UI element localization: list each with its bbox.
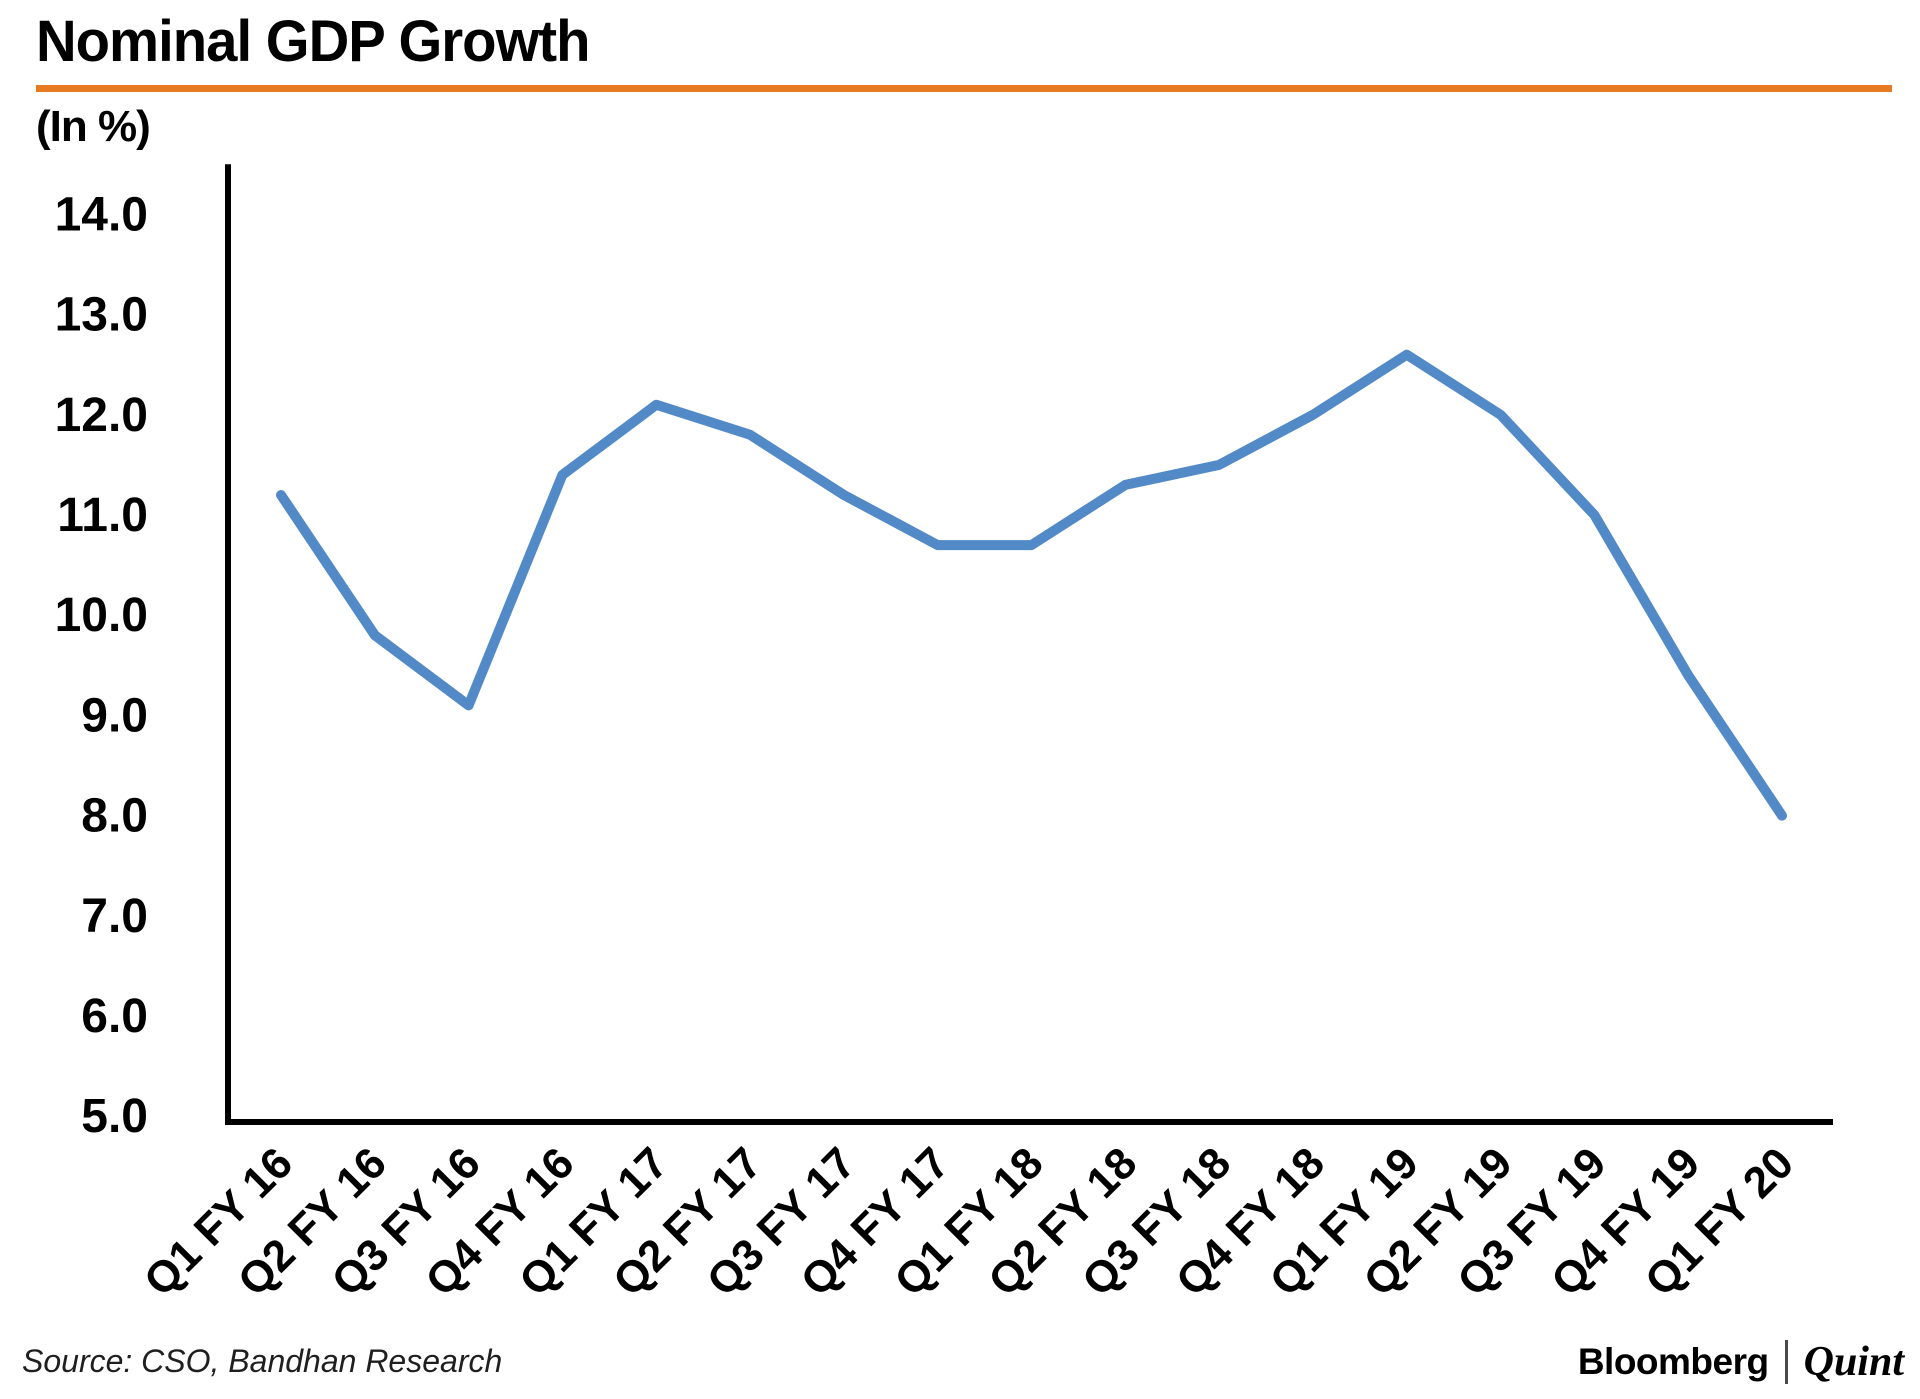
bloomberg-logo: Bloomberg xyxy=(1577,1341,1769,1382)
y-tick-label: 9.0 xyxy=(81,689,148,742)
y-tick-label: 13.0 xyxy=(55,289,148,342)
quint-logo: Quint xyxy=(1803,1339,1904,1385)
y-tick-label: 5.0 xyxy=(81,1090,148,1143)
axis-lines xyxy=(225,164,1833,1125)
footer: Source: CSO, Bandhan Research Bloomberg … xyxy=(0,1326,1920,1386)
source-note: Source: CSO, Bandhan Research xyxy=(22,1343,503,1379)
unit-label: (In %) xyxy=(36,102,151,151)
y-tick-label: 10.0 xyxy=(55,589,148,642)
y-tick-label: 7.0 xyxy=(81,890,148,943)
title-accent-rule xyxy=(36,85,1892,92)
y-tick-label: 8.0 xyxy=(81,790,148,843)
page-title: Nominal GDP Growth xyxy=(36,9,590,74)
y-tick-label: 11.0 xyxy=(57,489,148,542)
y-tick-label: 12.0 xyxy=(55,389,148,442)
gdp-growth-line xyxy=(276,349,1787,821)
y-tick-label: 14.0 xyxy=(55,188,148,241)
y-tick-label: 6.0 xyxy=(81,990,148,1043)
brand-lockup: Bloomberg Quint xyxy=(1578,1338,1904,1386)
chart-header: Nominal GDP Growth (In %) xyxy=(36,8,1892,152)
brand-separator xyxy=(1784,1340,1788,1384)
